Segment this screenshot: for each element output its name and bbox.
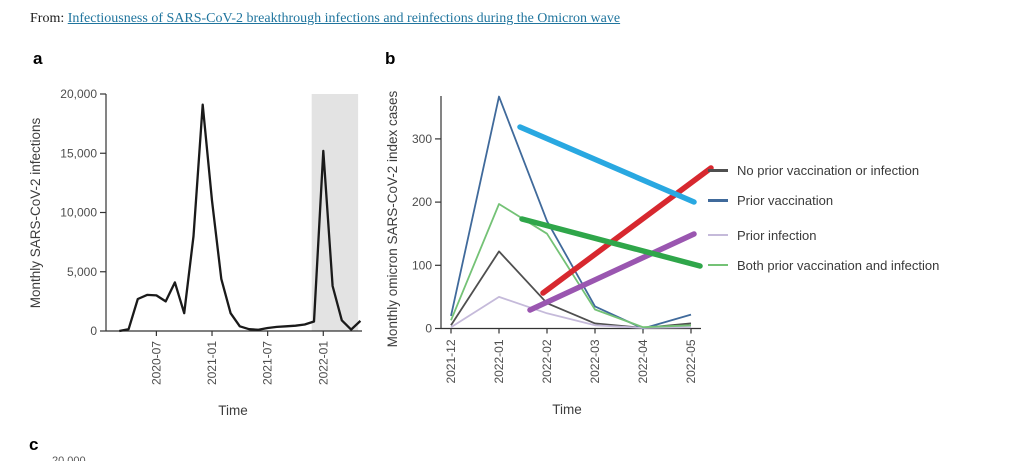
a-x-tick-label: 2021-07 bbox=[261, 341, 275, 385]
legend-item-prior-vaccination: Prior vaccination bbox=[708, 191, 833, 211]
legend-item-prior-infection: Prior infection bbox=[708, 225, 816, 245]
a-y-tick-label: 10,000 bbox=[60, 206, 97, 220]
panel-c-label: c bbox=[29, 435, 39, 454]
legend-swatch bbox=[708, 199, 728, 202]
b-y-axis-title: Monthly omicron SARS-CoV-2 index cases bbox=[385, 90, 400, 347]
b-y-tick-label: 300 bbox=[412, 132, 432, 146]
source-prefix: From: bbox=[30, 11, 68, 26]
b-y-tick-label: 200 bbox=[412, 195, 432, 209]
b-x-tick-label: 2022-03 bbox=[588, 339, 602, 383]
a-y-tick-label: 15,000 bbox=[60, 146, 97, 160]
legend-item-both-prior-vaccination-and-infection: Both prior vaccination and infection bbox=[708, 255, 939, 275]
legend-label: No prior vaccination or infection bbox=[737, 163, 920, 178]
b-x-tick-label: 2022-04 bbox=[636, 339, 650, 383]
legend-item-no-prior-vaccination-or-infection: No prior vaccination or infection bbox=[708, 161, 919, 181]
legend-swatch bbox=[708, 263, 728, 267]
a-x-tick-label: 2020-07 bbox=[149, 341, 163, 385]
legend-swatch bbox=[708, 233, 728, 237]
b-y-tick-label: 100 bbox=[412, 258, 432, 272]
panel-b-label: b bbox=[385, 49, 396, 68]
b-y-tick-label: 0 bbox=[425, 322, 432, 336]
panel-a-label: a bbox=[33, 49, 43, 68]
b-x-axis-title: Time bbox=[552, 402, 582, 417]
a-y-tick-label: 20,000 bbox=[60, 87, 97, 101]
source-link[interactable]: Infectiousness of SARS-CoV-2 breakthroug… bbox=[67, 11, 621, 26]
a-y-tick-label: 0 bbox=[90, 324, 97, 338]
connector-no-prior-vaccination-or-infection bbox=[540, 165, 714, 296]
b-x-tick-label: 2021-12 bbox=[444, 339, 458, 383]
panel-c-clipped-text: 20,000 bbox=[52, 456, 112, 461]
source-header: From: Infectiousness of SARS-CoV-2 break… bbox=[30, 11, 620, 27]
a-y-axis-title: Monthly SARS-CoV-2 infections bbox=[28, 117, 43, 308]
legend-swatch bbox=[708, 169, 728, 172]
legend-label: Both prior vaccination and infection bbox=[737, 257, 940, 273]
legend-label: Prior infection bbox=[737, 227, 817, 243]
connector-both-prior-vaccination-and-infection bbox=[519, 216, 703, 269]
b-x-tick-label: 2022-05 bbox=[684, 339, 698, 383]
a-x-tick-label: 2022-01 bbox=[316, 341, 330, 385]
connector-prior-infection bbox=[527, 231, 697, 313]
b-x-tick-label: 2022-01 bbox=[492, 339, 506, 383]
a-x-axis-title: Time bbox=[218, 403, 248, 418]
connector-prior-vaccination bbox=[517, 124, 697, 205]
a-infections-line bbox=[119, 103, 362, 333]
b-series-line-both-prior-vaccination-and-infection bbox=[450, 203, 692, 329]
legend-label: Prior vaccination bbox=[737, 193, 834, 208]
b-x-tick-label: 2022-02 bbox=[540, 339, 554, 383]
a-y-tick-label: 5,000 bbox=[67, 265, 97, 279]
a-x-tick-label: 2021-01 bbox=[205, 341, 219, 385]
